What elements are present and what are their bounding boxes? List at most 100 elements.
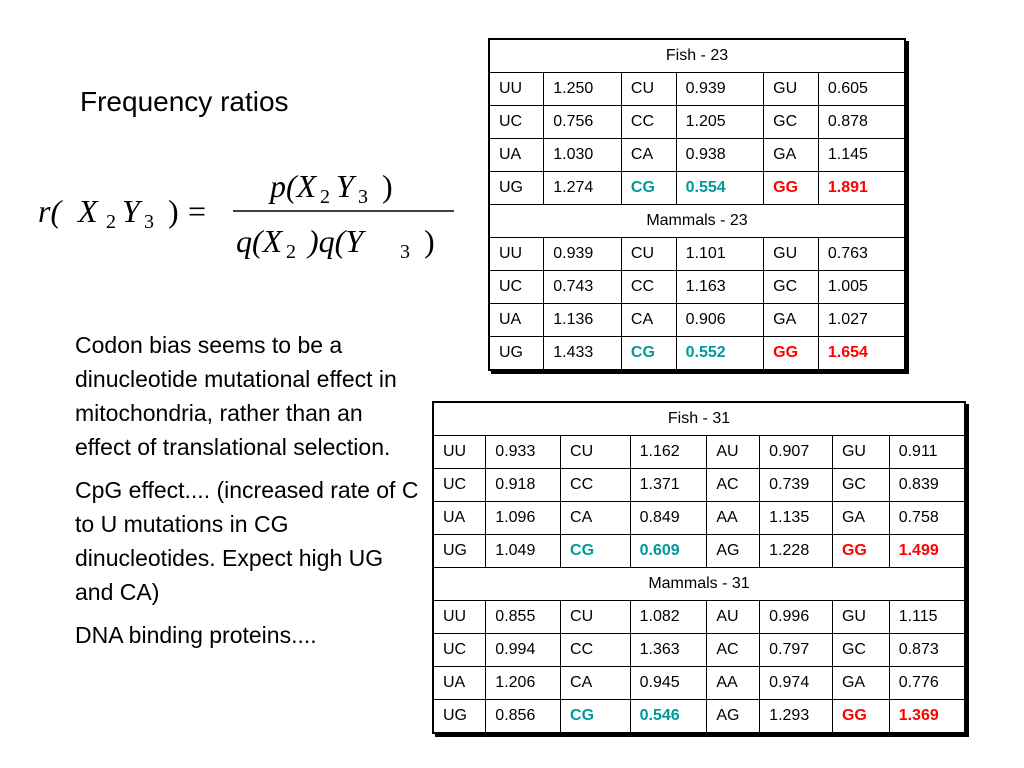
dinucleotide-cell: CA: [560, 501, 631, 535]
table-section-header: Fish - 23: [488, 38, 906, 73]
ratio-value-cell: 0.554: [675, 171, 765, 205]
dinucleotide-cell: CG: [620, 171, 677, 205]
formula-num-close: ): [382, 168, 393, 204]
dinucleotide-cell: CU: [560, 600, 631, 634]
dinucleotide-cell: GU: [763, 237, 819, 271]
ratio-value-cell: 0.609: [629, 534, 708, 568]
dinucleotide-cell: CU: [560, 435, 631, 469]
ratio-value-cell: 0.849: [629, 501, 708, 535]
formula-equals: =: [188, 193, 206, 229]
table-31: Fish - 31 UU 0.933 CU 1.162 AU 0.907 GU 0.911 UC 0…: [432, 401, 966, 734]
table-row: UA 1.030 CA 0.938 GA 1.145: [488, 138, 906, 172]
formula-lhs-y: Y: [122, 193, 143, 229]
table-row: UC 0.918 CC 1.371 AC 0.739 GC 0.839: [432, 468, 966, 502]
formula-den-close: ): [424, 223, 435, 259]
dinucleotide-cell: GC: [763, 270, 819, 304]
ratio-value-cell: 0.918: [485, 468, 562, 502]
table-row: UA 1.206 CA 0.945 AA 0.974 GA 0.776: [432, 666, 966, 700]
dinucleotide-cell: CC: [560, 468, 631, 502]
dinucleotide-cell: CA: [620, 303, 677, 337]
ratio-value-cell: 0.939: [675, 72, 765, 106]
formula-den-a: q(X: [236, 223, 284, 259]
dinucleotide-cell: CU: [620, 72, 677, 106]
ratio-value-cell: 1.228: [759, 534, 833, 568]
dinucleotide-cell: GC: [831, 633, 890, 667]
formula-lhs-sub2: 2: [106, 211, 116, 233]
table-row: UU 0.855 CU 1.082 AU 0.996 GU 1.115: [432, 600, 966, 634]
ratio-value-cell: 0.911: [888, 435, 966, 469]
dinucleotide-cell: GA: [763, 138, 819, 172]
dinucleotide-cell: CA: [620, 138, 677, 172]
dinucleotide-cell: GG: [831, 699, 890, 734]
ratio-value-cell: 1.082: [629, 600, 708, 634]
dinucleotide-cell: CU: [620, 237, 677, 271]
ratio-value-cell: 0.974: [759, 666, 833, 700]
table-row: UC 0.994 CC 1.363 AC 0.797 GC 0.873: [432, 633, 966, 667]
dinucleotide-cell: UG: [432, 699, 487, 734]
dinucleotide-cell: UU: [488, 72, 545, 106]
table-row: UA 1.136 CA 0.906 GA 1.027: [488, 303, 906, 337]
ratio-value-cell: 1.499: [888, 534, 966, 568]
table-section-header: Fish - 31: [432, 401, 966, 436]
ratio-value-cell: 1.030: [543, 138, 622, 172]
table-section-header: Mammals - 23: [488, 204, 906, 238]
dinucleotide-cell: UA: [432, 666, 487, 700]
ratio-value-cell: 0.739: [759, 468, 833, 502]
dinucleotide-cell: UC: [488, 270, 545, 304]
ratio-value-cell: 0.797: [759, 633, 833, 667]
dinucleotide-cell: GU: [831, 600, 890, 634]
formula-num-y: Y: [336, 168, 357, 204]
ratio-value-cell: 1.891: [817, 171, 906, 205]
formula-den-b: )q(Y: [306, 223, 366, 259]
ratio-value-cell: 0.945: [629, 666, 708, 700]
ratio-value-cell: 1.049: [485, 534, 562, 568]
ratio-value-cell: 1.274: [543, 171, 622, 205]
ratio-value-cell: 1.205: [675, 105, 765, 139]
ratio-value-cell: 1.654: [817, 336, 906, 371]
table-row: UG 1.049 CG 0.609 AG 1.228 GG 1.499: [432, 534, 966, 568]
dinucleotide-cell: UA: [432, 501, 487, 535]
dinucleotide-cell: GC: [763, 105, 819, 139]
dinucleotide-cell: CG: [560, 534, 631, 568]
dinucleotide-cell: AC: [706, 468, 761, 502]
table-row: UG 1.274 CG 0.554 GG 1.891: [488, 171, 906, 205]
dinucleotide-cell: CC: [620, 105, 677, 139]
table-23: Fish - 23 UU 1.250 CU 0.939 GU 0.605 UC 0.756 CC 1…: [488, 38, 906, 371]
ratio-value-cell: 0.856: [485, 699, 562, 734]
dinucleotide-cell: AC: [706, 633, 761, 667]
formula-lhs-close: ): [168, 193, 179, 229]
dinucleotide-cell: GA: [831, 666, 890, 700]
formula-num: p(X: [268, 168, 318, 204]
ratio-value-cell: 0.873: [888, 633, 966, 667]
ratio-value-cell: 0.776: [888, 666, 966, 700]
table-row: UU 0.933 CU 1.162 AU 0.907 GU 0.911: [432, 435, 966, 469]
ratio-value-cell: 0.552: [675, 336, 765, 371]
table-row: UC 0.743 CC 1.163 GC 1.005: [488, 270, 906, 304]
ratio-value-cell: 1.369: [888, 699, 966, 734]
dinucleotide-cell: GG: [763, 336, 819, 371]
table-row: UC 0.756 CC 1.205 GC 0.878: [488, 105, 906, 139]
ratio-value-cell: 1.363: [629, 633, 708, 667]
table-row: UG 0.856 CG 0.546 AG 1.293 GG 1.369: [432, 699, 966, 734]
ratio-value-cell: 0.996: [759, 600, 833, 634]
dinucleotide-cell: UU: [488, 237, 545, 271]
ratio-value-cell: 1.027: [817, 303, 906, 337]
dinucleotide-cell: UC: [432, 468, 487, 502]
ratio-value-cell: 0.763: [817, 237, 906, 271]
dinucleotide-cell: CA: [560, 666, 631, 700]
dinucleotide-cell: AU: [706, 435, 761, 469]
dinucleotide-cell: UA: [488, 303, 545, 337]
dinucleotide-cell: UG: [432, 534, 487, 568]
ratio-value-cell: 0.839: [888, 468, 966, 502]
formula-lhs-x: X: [76, 193, 99, 229]
ratio-value-cell: 1.250: [543, 72, 622, 106]
ratio-value-cell: 1.293: [759, 699, 833, 734]
slide-title: Frequency ratios: [80, 86, 289, 117]
ratio-value-cell: 1.115: [888, 600, 966, 634]
ratio-value-cell: 1.096: [485, 501, 562, 535]
dinucleotide-cell: UG: [488, 336, 545, 371]
ratio-value-cell: 1.136: [543, 303, 622, 337]
paragraph-dna-binding: DNA binding proteins....: [75, 622, 317, 648]
dinucleotide-cell: AG: [706, 534, 761, 568]
paragraph-cpg-effect: CpG effect.... (increased rate of C to U…: [75, 477, 419, 605]
